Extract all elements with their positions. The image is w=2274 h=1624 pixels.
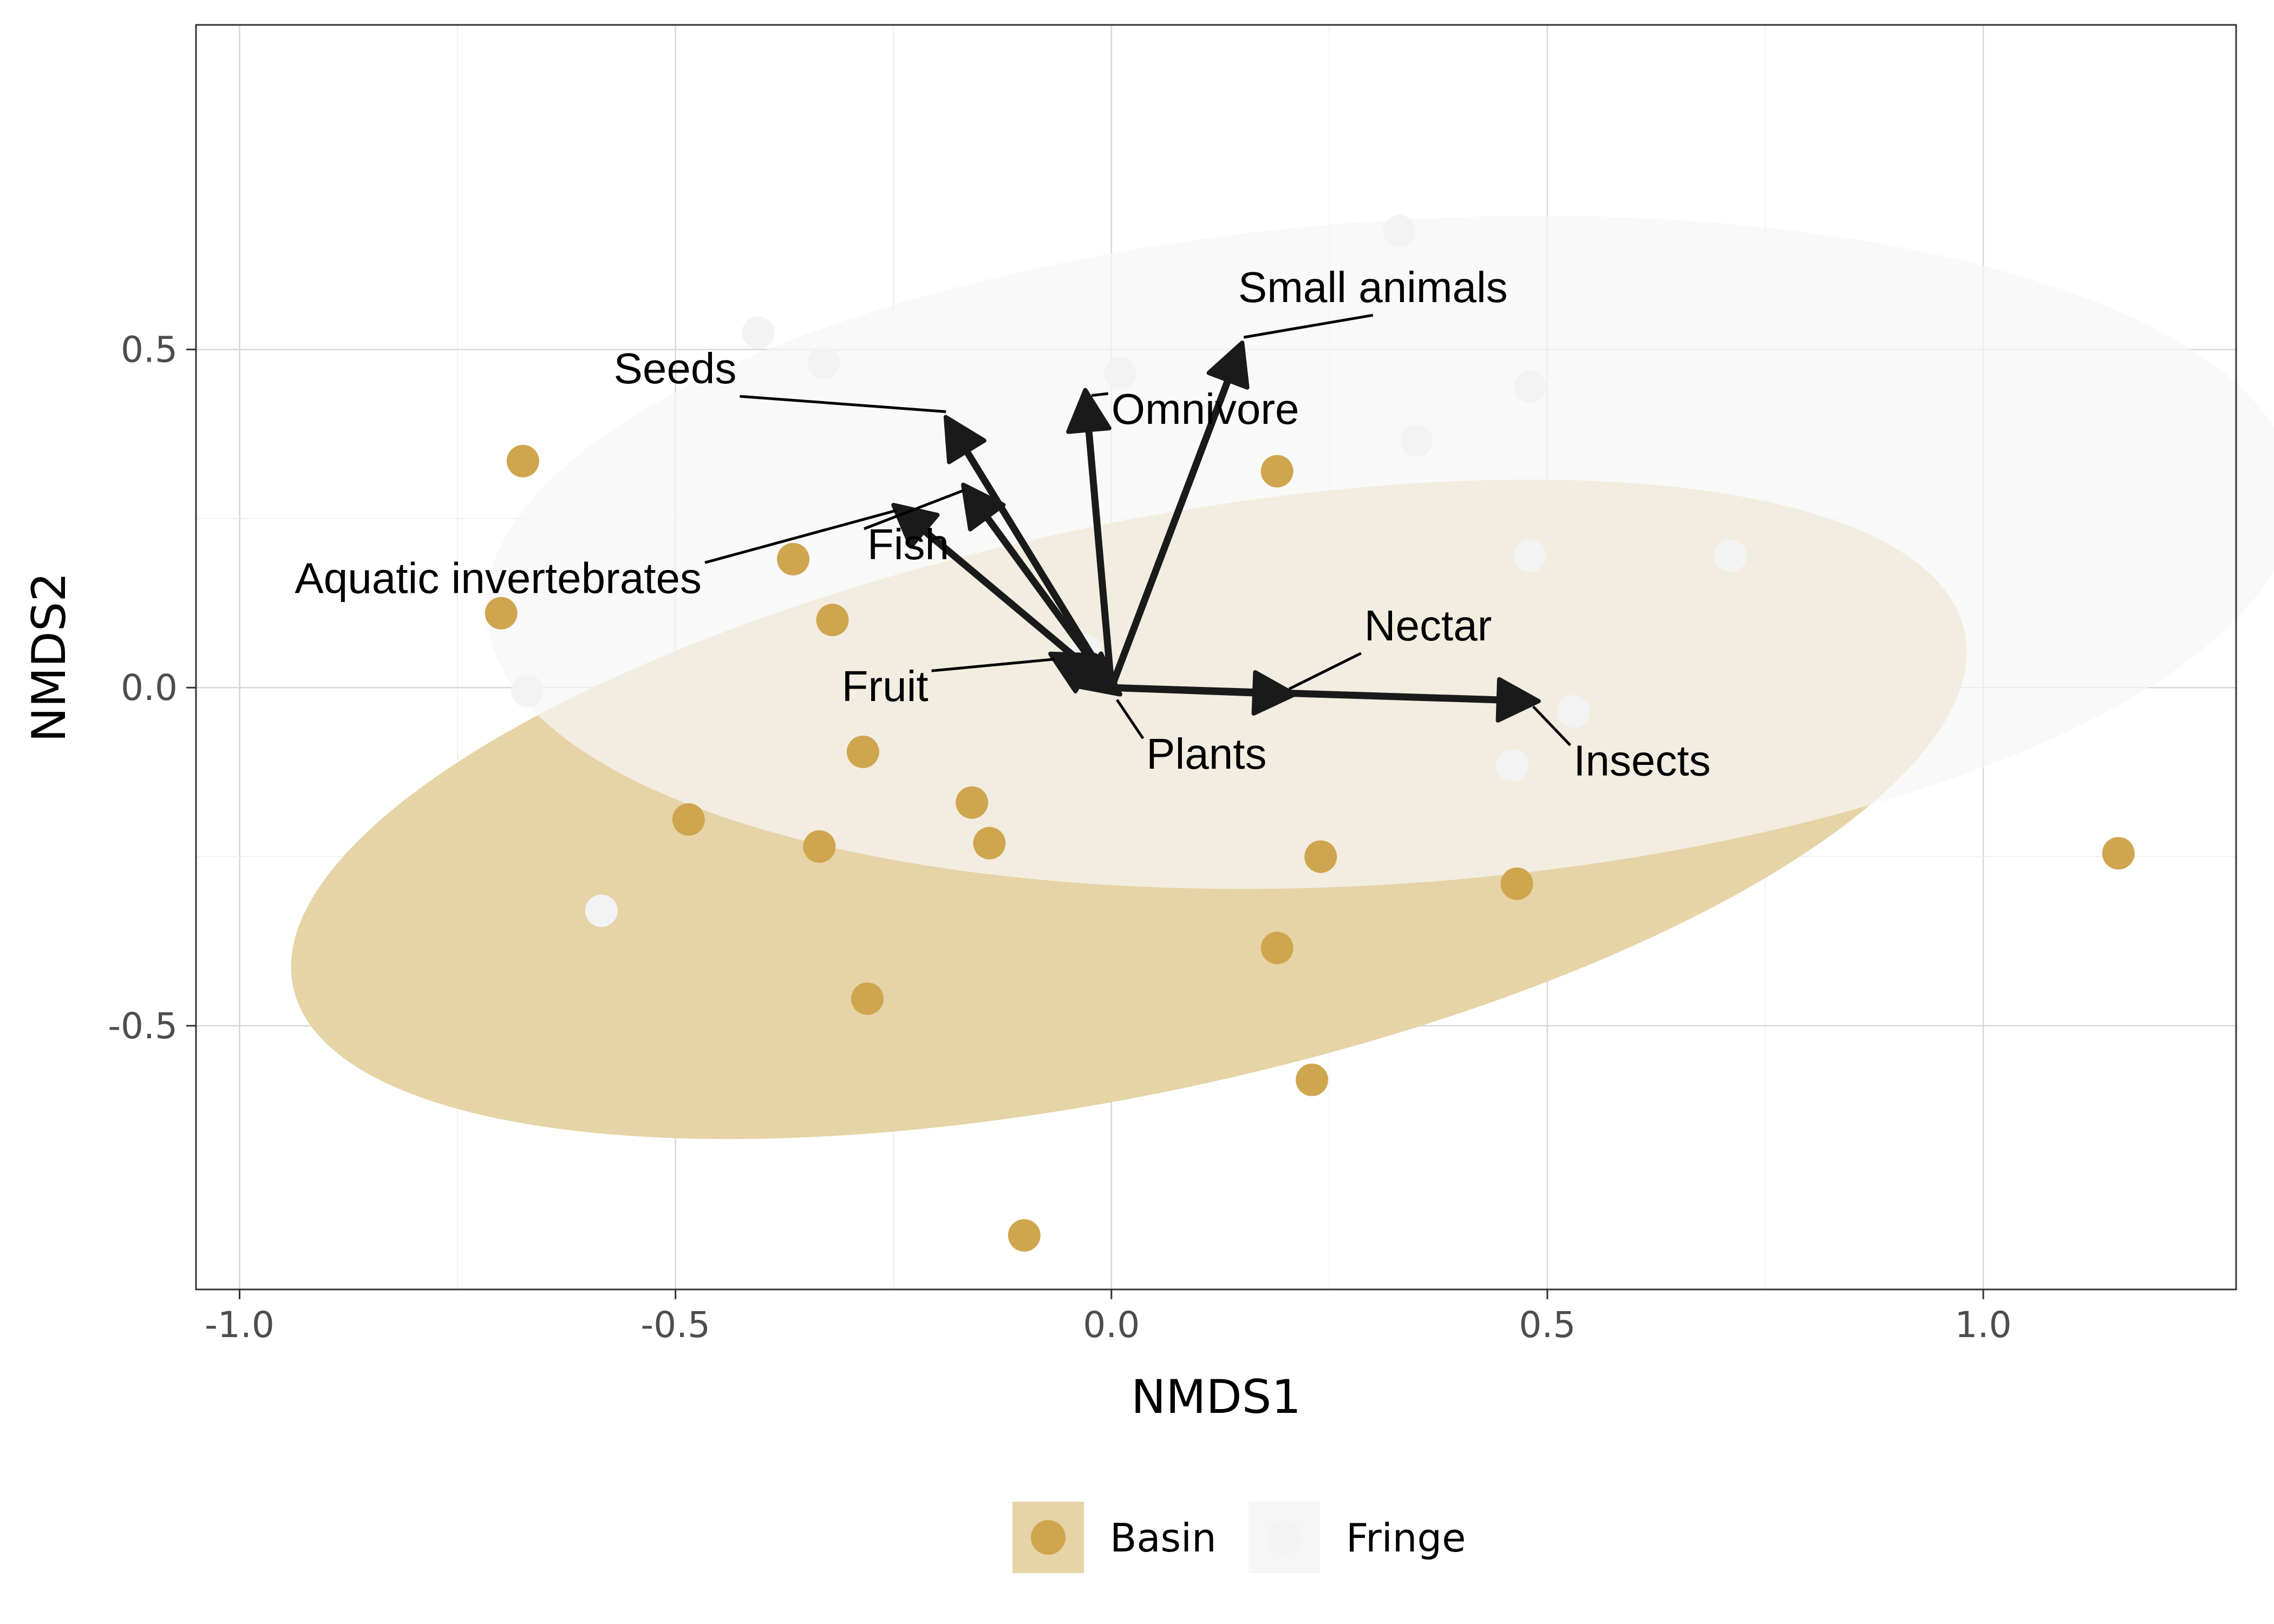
point-basin-6 <box>973 827 1006 860</box>
point-fringe-10 <box>511 675 544 708</box>
vector-label-fruit: Fruit <box>842 662 929 710</box>
point-basin-8 <box>672 803 705 836</box>
vector-head-plants <box>1074 651 1122 697</box>
point-basin-2 <box>777 542 810 575</box>
vector-head-small-animals <box>1206 340 1250 390</box>
x-tick-label-2: 0.0 <box>1083 1304 1140 1346</box>
panel-border <box>195 24 2237 1291</box>
vector-label-seeds: Seeds <box>614 344 737 392</box>
x-tick-label-0: -1.0 <box>205 1304 275 1346</box>
point-fringe-1 <box>807 346 840 379</box>
point-basin-7 <box>803 830 836 863</box>
point-fringe-2 <box>1103 357 1136 390</box>
vector-leader-plants <box>1115 699 1145 739</box>
point-basin-4 <box>846 735 879 768</box>
ellipse-fringe <box>485 215 2274 889</box>
point-basin-10 <box>1008 1219 1041 1252</box>
point-fringe-4 <box>1400 424 1433 457</box>
vector-label-plants: Plants <box>1146 730 1266 778</box>
x-tick-label-4: 1.0 <box>1955 1304 2012 1346</box>
vector-leader-nectar <box>1288 652 1362 690</box>
x-tick-label-3: 0.5 <box>1519 1304 1576 1346</box>
point-fringe-7 <box>1714 539 1747 572</box>
vector-label-small-animals: Small animals <box>1238 263 1508 311</box>
legend-swatch-fringe <box>1267 1520 1302 1555</box>
vector-label-omnivore: Omnivore <box>1112 385 1299 433</box>
y-axis-title: NMDS2 <box>22 572 76 742</box>
vector-leader-insects <box>1532 705 1572 746</box>
vector-head-fish <box>961 482 1006 532</box>
point-fringe-3 <box>1383 215 1416 248</box>
y-axis-ticks: -0.5 0.0 0.5 <box>108 329 196 1047</box>
y-tick-label-1: 0.0 <box>121 667 178 709</box>
vector-head-omnivore <box>1066 388 1112 434</box>
point-basin-14 <box>1296 1063 1329 1096</box>
point-basin-9 <box>851 982 884 1015</box>
point-basin-3 <box>816 604 849 637</box>
legend-label-fringe: Fringe <box>1346 1515 1466 1561</box>
y-tick-label-0: -0.5 <box>108 1005 178 1047</box>
point-fringe-0 <box>742 316 775 349</box>
vector-shaft-omnivore <box>1085 426 1115 691</box>
vector-leader-fruit <box>931 658 1055 672</box>
legend-label-basin: Basin <box>1110 1515 1217 1561</box>
vector-leader-aquatic-invertebrates <box>704 509 897 564</box>
vector-labels: Small animals Seeds Omnivore Fish Aquatic in… <box>295 263 1710 784</box>
vector-leader-seeds <box>740 395 946 414</box>
point-basin-0 <box>506 444 539 477</box>
legend-swatch-basin <box>1031 1520 1066 1555</box>
point-basin-16 <box>2102 837 2135 870</box>
point-basin-12 <box>1304 840 1337 873</box>
vector-label-nectar: Nectar <box>1364 601 1492 650</box>
y-tick-label-2: 0.5 <box>121 329 178 371</box>
vector-leader-small-animals <box>1243 313 1374 339</box>
vector-leader-omnivore <box>1091 392 1109 397</box>
point-basin-1 <box>485 597 518 630</box>
point-basin-15 <box>1500 867 1533 900</box>
point-basin-13 <box>1260 932 1293 965</box>
point-fringe-8 <box>1557 695 1590 728</box>
x-axis-ticks: -1.0 -0.5 0.0 0.5 1.0 <box>205 1289 2012 1346</box>
vector-shaft-small-animals <box>1108 376 1232 691</box>
point-fringe-6 <box>1513 539 1546 572</box>
x-axis-title: NMDS1 <box>1131 1370 1301 1424</box>
vector-shaft-seeds <box>963 448 1115 691</box>
vector-label-aquatic-invertebrates: Aquatic invertebrates <box>295 554 702 602</box>
point-basin-11 <box>1260 455 1293 488</box>
vector-arrows <box>891 340 1541 723</box>
vector-head-insects <box>1495 677 1541 723</box>
vector-shaft-insects <box>1108 684 1502 704</box>
vector-label-fish: Fish <box>867 520 949 568</box>
vector-head-seeds <box>943 415 986 464</box>
point-fringe-9 <box>1496 749 1529 782</box>
point-fringe-5 <box>1513 370 1546 403</box>
vector-label-insects: Insects <box>1573 737 1710 785</box>
vector-leader-fish <box>863 489 965 531</box>
point-fringe-11 <box>585 894 618 927</box>
point-basin-5 <box>956 786 989 819</box>
group-ellipses <box>291 215 2274 1140</box>
legend: Basin Fringe <box>1012 1502 1466 1573</box>
x-tick-label-1: -0.5 <box>641 1304 710 1346</box>
